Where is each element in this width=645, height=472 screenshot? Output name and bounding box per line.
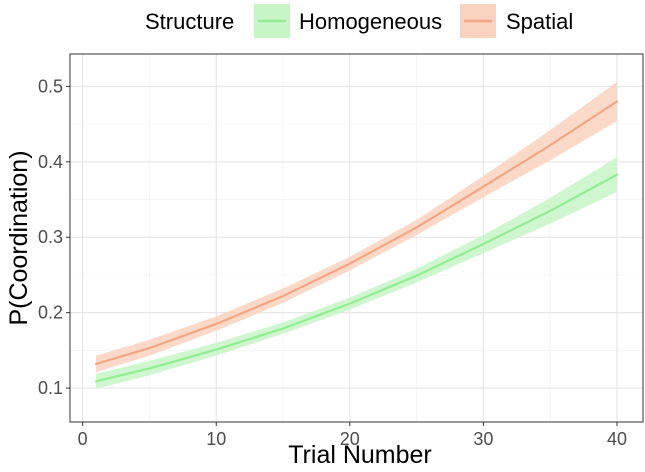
x-axis: 0 10 20 30 40 xyxy=(78,422,627,449)
y-axis: 0.1 0.2 0.3 0.4 0.5 xyxy=(38,76,70,398)
y-tick-label: 0.1 xyxy=(38,378,63,398)
ribbon-spatial xyxy=(96,81,617,373)
y-axis-title: P(Coordination) xyxy=(5,150,33,325)
ribbon-homogeneous xyxy=(96,157,617,389)
x-axis-title: Trial Number xyxy=(288,441,432,467)
x-tick-label: 30 xyxy=(473,429,493,449)
y-tick-label: 0.5 xyxy=(38,76,63,96)
y-tick-label: 0.4 xyxy=(38,152,63,172)
legend-label-spatial: Spatial xyxy=(506,9,573,34)
legend-title: Structure xyxy=(145,9,234,34)
legend-label-homogeneous: Homogeneous xyxy=(299,9,442,34)
y-tick-label: 0.3 xyxy=(38,227,63,247)
series-group xyxy=(94,81,619,389)
x-tick-label: 20 xyxy=(340,429,360,449)
y-tick-label: 0.2 xyxy=(38,303,63,323)
x-tick-label: 0 xyxy=(78,429,88,449)
series-line-homogeneous xyxy=(94,173,619,383)
series-line-spatial xyxy=(94,100,619,366)
x-tick-label: 10 xyxy=(206,429,226,449)
grid xyxy=(70,54,643,422)
legend: Structure Homogeneous Spatial xyxy=(145,4,573,38)
plot-panel-border xyxy=(69,53,644,423)
x-tick-label: 40 xyxy=(607,429,627,449)
